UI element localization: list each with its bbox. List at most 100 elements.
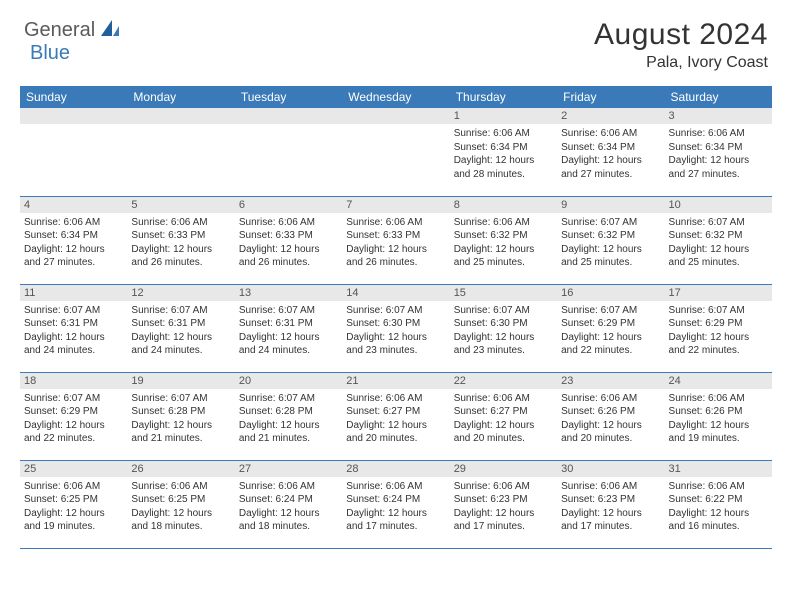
daylight-text: Daylight: 12 hours and 18 minutes.: [131, 507, 230, 534]
logo-text-blue: Blue: [30, 42, 70, 64]
day-details: Sunrise: 6:06 AMSunset: 6:34 PMDaylight:…: [450, 124, 557, 183]
sunrise-text: Sunrise: 6:07 AM: [561, 304, 660, 318]
sunrise-text: Sunrise: 6:07 AM: [24, 304, 123, 318]
sunrise-text: Sunrise: 6:06 AM: [346, 216, 445, 230]
day-details: Sunrise: 6:06 AMSunset: 6:34 PMDaylight:…: [20, 213, 127, 272]
calendar-row: 4Sunrise: 6:06 AMSunset: 6:34 PMDaylight…: [20, 196, 772, 284]
sunset-text: Sunset: 6:28 PM: [131, 405, 230, 419]
day-details: Sunrise: 6:06 AMSunset: 6:25 PMDaylight:…: [127, 477, 234, 536]
calendar-cell: 4Sunrise: 6:06 AMSunset: 6:34 PMDaylight…: [20, 196, 127, 284]
sunset-text: Sunset: 6:31 PM: [239, 317, 338, 331]
sunset-text: Sunset: 6:33 PM: [131, 229, 230, 243]
calendar-cell: [235, 108, 342, 196]
sunset-text: Sunset: 6:31 PM: [24, 317, 123, 331]
calendar-cell: 15Sunrise: 6:07 AMSunset: 6:30 PMDayligh…: [450, 284, 557, 372]
day-number: 2: [557, 108, 664, 124]
day-number: 7: [342, 197, 449, 213]
day-details: Sunrise: 6:06 AMSunset: 6:27 PMDaylight:…: [342, 389, 449, 448]
sunset-text: Sunset: 6:27 PM: [346, 405, 445, 419]
sunrise-text: Sunrise: 6:06 AM: [561, 392, 660, 406]
daylight-text: Daylight: 12 hours and 25 minutes.: [454, 243, 553, 270]
day-number: 13: [235, 285, 342, 301]
sunrise-text: Sunrise: 6:07 AM: [669, 304, 768, 318]
day-details: Sunrise: 6:06 AMSunset: 6:33 PMDaylight:…: [127, 213, 234, 272]
day-details: Sunrise: 6:07 AMSunset: 6:28 PMDaylight:…: [235, 389, 342, 448]
day-details: Sunrise: 6:07 AMSunset: 6:31 PMDaylight:…: [127, 301, 234, 360]
daylight-text: Daylight: 12 hours and 28 minutes.: [454, 154, 553, 181]
calendar-cell: 25Sunrise: 6:06 AMSunset: 6:25 PMDayligh…: [20, 460, 127, 548]
daylight-text: Daylight: 12 hours and 18 minutes.: [239, 507, 338, 534]
daylight-text: Daylight: 12 hours and 21 minutes.: [239, 419, 338, 446]
day-number: 12: [127, 285, 234, 301]
logo-text-general: General: [24, 19, 95, 42]
day-number: 18: [20, 373, 127, 389]
daylight-text: Daylight: 12 hours and 24 minutes.: [24, 331, 123, 358]
sunset-text: Sunset: 6:28 PM: [239, 405, 338, 419]
calendar-cell: 22Sunrise: 6:06 AMSunset: 6:27 PMDayligh…: [450, 372, 557, 460]
sunrise-text: Sunrise: 6:07 AM: [131, 392, 230, 406]
day-number: 23: [557, 373, 664, 389]
day-number: 3: [665, 108, 772, 124]
sunset-text: Sunset: 6:34 PM: [24, 229, 123, 243]
sunrise-text: Sunrise: 6:07 AM: [454, 304, 553, 318]
day-number: 19: [127, 373, 234, 389]
sunset-text: Sunset: 6:24 PM: [346, 493, 445, 507]
calendar-cell: 7Sunrise: 6:06 AMSunset: 6:33 PMDaylight…: [342, 196, 449, 284]
calendar-cell: 16Sunrise: 6:07 AMSunset: 6:29 PMDayligh…: [557, 284, 664, 372]
daylight-text: Daylight: 12 hours and 22 minutes.: [561, 331, 660, 358]
daylight-text: Daylight: 12 hours and 25 minutes.: [669, 243, 768, 270]
sunrise-text: Sunrise: 6:06 AM: [669, 392, 768, 406]
daylight-text: Daylight: 12 hours and 17 minutes.: [454, 507, 553, 534]
calendar-cell: 19Sunrise: 6:07 AMSunset: 6:28 PMDayligh…: [127, 372, 234, 460]
sunrise-text: Sunrise: 6:06 AM: [131, 480, 230, 494]
calendar-cell: 10Sunrise: 6:07 AMSunset: 6:32 PMDayligh…: [665, 196, 772, 284]
header: General August 2024 Pala, Ivory Coast: [0, 0, 792, 78]
calendar-cell: 26Sunrise: 6:06 AMSunset: 6:25 PMDayligh…: [127, 460, 234, 548]
day-number: 9: [557, 197, 664, 213]
calendar-cell: 28Sunrise: 6:06 AMSunset: 6:24 PMDayligh…: [342, 460, 449, 548]
day-details: Sunrise: 6:06 AMSunset: 6:33 PMDaylight:…: [342, 213, 449, 272]
day-number: 16: [557, 285, 664, 301]
day-number: 6: [235, 197, 342, 213]
sunset-text: Sunset: 6:24 PM: [239, 493, 338, 507]
logo-text-blue-wrap: Blue: [30, 42, 70, 65]
day-details: Sunrise: 6:06 AMSunset: 6:26 PMDaylight:…: [557, 389, 664, 448]
day-details: Sunrise: 6:07 AMSunset: 6:29 PMDaylight:…: [665, 301, 772, 360]
sunset-text: Sunset: 6:34 PM: [561, 141, 660, 155]
day-details: Sunrise: 6:06 AMSunset: 6:24 PMDaylight:…: [342, 477, 449, 536]
calendar-cell: 31Sunrise: 6:06 AMSunset: 6:22 PMDayligh…: [665, 460, 772, 548]
calendar-cell: [342, 108, 449, 196]
calendar-cell: 8Sunrise: 6:06 AMSunset: 6:32 PMDaylight…: [450, 196, 557, 284]
day-details: Sunrise: 6:06 AMSunset: 6:23 PMDaylight:…: [450, 477, 557, 536]
day-details: Sunrise: 6:06 AMSunset: 6:26 PMDaylight:…: [665, 389, 772, 448]
sunrise-text: Sunrise: 6:06 AM: [24, 480, 123, 494]
calendar-cell: 3Sunrise: 6:06 AMSunset: 6:34 PMDaylight…: [665, 108, 772, 196]
weekday-header: Saturday: [665, 86, 772, 108]
day-number: 31: [665, 461, 772, 477]
day-details: Sunrise: 6:07 AMSunset: 6:31 PMDaylight:…: [20, 301, 127, 360]
calendar-row: 1Sunrise: 6:06 AMSunset: 6:34 PMDaylight…: [20, 108, 772, 196]
calendar-cell: 20Sunrise: 6:07 AMSunset: 6:28 PMDayligh…: [235, 372, 342, 460]
day-number: 27: [235, 461, 342, 477]
day-number: [20, 108, 127, 124]
day-number: 21: [342, 373, 449, 389]
sunset-text: Sunset: 6:31 PM: [131, 317, 230, 331]
calendar-cell: 1Sunrise: 6:06 AMSunset: 6:34 PMDaylight…: [450, 108, 557, 196]
calendar-cell: [20, 108, 127, 196]
calendar-cell: [127, 108, 234, 196]
day-number: 17: [665, 285, 772, 301]
sunrise-text: Sunrise: 6:06 AM: [239, 480, 338, 494]
daylight-text: Daylight: 12 hours and 23 minutes.: [454, 331, 553, 358]
sunset-text: Sunset: 6:25 PM: [131, 493, 230, 507]
day-number: 5: [127, 197, 234, 213]
sunrise-text: Sunrise: 6:06 AM: [454, 480, 553, 494]
day-number: 8: [450, 197, 557, 213]
sunset-text: Sunset: 6:23 PM: [454, 493, 553, 507]
sunset-text: Sunset: 6:32 PM: [669, 229, 768, 243]
sunset-text: Sunset: 6:26 PM: [561, 405, 660, 419]
day-number: 29: [450, 461, 557, 477]
sunset-text: Sunset: 6:29 PM: [669, 317, 768, 331]
month-title: August 2024: [594, 18, 768, 52]
sunset-text: Sunset: 6:33 PM: [239, 229, 338, 243]
title-block: August 2024 Pala, Ivory Coast: [594, 18, 768, 72]
